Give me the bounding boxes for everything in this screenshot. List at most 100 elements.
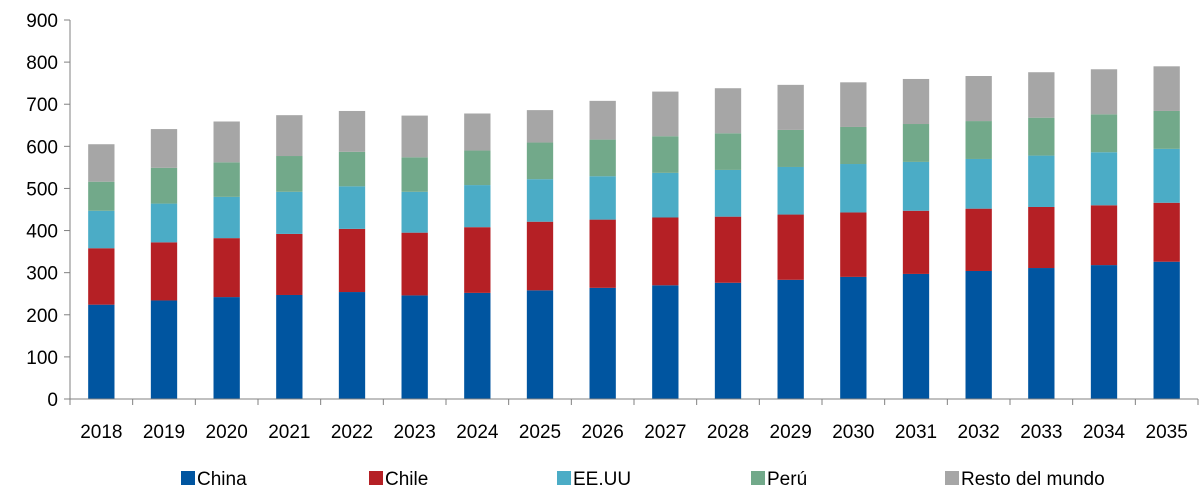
legend-item-resto-del-mundo: Resto del mundo (945, 469, 1105, 490)
bar-segment-per--2031 (902, 124, 930, 162)
bar-segment-resto-del-mundo-2020 (213, 121, 240, 163)
bar-segment-chile-2035 (1153, 202, 1180, 262)
bar-segment-chile-2032 (965, 208, 992, 271)
legend-item-per-: Perú (751, 469, 807, 490)
bar-segment-ee-uu-2027 (652, 172, 679, 218)
y-tick-label: 400 (26, 222, 58, 243)
bar-segment-ee-uu-2035 (1153, 148, 1180, 203)
bar-segment-ee-uu-2018 (88, 210, 115, 249)
legend-item-chile: Chile (369, 469, 428, 490)
bar-segment-ee-uu-2023 (401, 191, 428, 233)
bar-segment-china-2021 (276, 294, 303, 399)
bar-segment-resto-del-mundo-2019 (150, 129, 178, 168)
bar-segment-china-2020 (213, 297, 240, 399)
legend-label: Resto del mundo (961, 469, 1105, 490)
y-tick-label: 300 (26, 264, 58, 285)
bar-segment-ee-uu-2021 (276, 191, 303, 234)
bar-segment-resto-del-mundo-2025 (526, 110, 554, 143)
legend-swatch (557, 471, 571, 485)
bar-segment-chile-2025 (526, 221, 554, 291)
bar-segment-china-2026 (589, 287, 616, 399)
legend-swatch (751, 471, 765, 485)
x-tick-label-2025: 2025 (519, 422, 561, 443)
bar-segment-chile-2022 (338, 228, 366, 293)
bar-segment-per--2025 (526, 142, 554, 180)
legend-item-ee-uu: EE.UU (557, 469, 631, 490)
bar-segment-chile-2034 (1090, 205, 1118, 266)
legend-swatch (181, 471, 195, 485)
bar-segment-chile-2018 (88, 248, 115, 305)
bar-segment-resto-del-mundo-2035 (1153, 66, 1180, 111)
x-tick-label-2031: 2031 (895, 422, 937, 443)
x-tick-label-2032: 2032 (958, 422, 1000, 443)
bar-segment-resto-del-mundo-2030 (840, 82, 867, 127)
x-tick-label-2023: 2023 (394, 422, 436, 443)
bar-segment-chile-2027 (652, 217, 679, 286)
bar-segment-china-2033 (1028, 268, 1055, 399)
bar-segment-china-2035 (1153, 261, 1180, 399)
bar-segment-china-2025 (526, 290, 554, 399)
bar-segment-per--2029 (777, 129, 804, 167)
bar-segment-ee-uu-2029 (777, 166, 804, 215)
x-tick-label-2019: 2019 (143, 422, 185, 443)
bar-segment-resto-del-mundo-2028 (714, 88, 742, 134)
bar-segment-per--2035 (1153, 110, 1180, 149)
bar-segment-china-2019 (150, 300, 178, 399)
legend-label: Perú (767, 469, 807, 490)
legend-swatch (945, 471, 959, 485)
x-tick-label-2030: 2030 (832, 422, 874, 443)
y-tick-label: 500 (26, 179, 58, 200)
bar-segment-per--2023 (401, 157, 428, 192)
bar-segment-chile-2021 (276, 233, 303, 295)
bar-segment-china-2028 (714, 282, 742, 399)
bar-segment-ee-uu-2020 (213, 196, 240, 239)
legend: China Chile EE.UU Perú Resto del mundo (181, 469, 1105, 490)
bars-area (88, 66, 1180, 399)
x-tick-label-2021: 2021 (268, 422, 310, 443)
bar-segment-china-2029 (777, 279, 804, 399)
bar-segment-ee-uu-2019 (150, 203, 178, 243)
bar-segment-per--2026 (589, 139, 616, 177)
bar-segment-ee-uu-2030 (840, 164, 867, 213)
y-tick-label: 0 (47, 390, 58, 411)
x-tick-label-2028: 2028 (707, 422, 749, 443)
bar-segment-china-2027 (652, 285, 679, 399)
y-tick-label: 900 (26, 11, 58, 32)
bar-segment-resto-del-mundo-2034 (1090, 69, 1118, 115)
x-tick-label-2026: 2026 (582, 422, 624, 443)
bar-segment-ee-uu-2032 (965, 158, 992, 209)
bar-segment-ee-uu-2031 (902, 161, 930, 211)
y-tick-label: 700 (26, 95, 58, 116)
bar-segment-per--2034 (1090, 114, 1118, 153)
x-tick-label-2033: 2033 (1020, 422, 1062, 443)
bar-segment-resto-del-mundo-2024 (464, 113, 491, 151)
x-tick-label-2018: 2018 (80, 422, 122, 443)
bar-segment-ee-uu-2022 (338, 186, 366, 229)
bar-segment-chile-2019 (150, 242, 178, 301)
legend-label: China (197, 469, 247, 490)
y-tick-label: 600 (26, 137, 58, 158)
bar-segment-resto-del-mundo-2029 (777, 84, 804, 130)
x-tick-label-2020: 2020 (206, 422, 248, 443)
bar-segment-resto-del-mundo-2032 (965, 76, 992, 122)
bar-segment-chile-2026 (589, 219, 616, 288)
x-tick-label-2029: 2029 (770, 422, 812, 443)
bar-segment-china-2024 (464, 292, 491, 399)
bar-segment-china-2034 (1090, 265, 1118, 399)
bar-segment-china-2022 (338, 292, 366, 399)
bar-segment-per--2021 (276, 156, 303, 192)
bar-segment-resto-del-mundo-2023 (401, 115, 428, 158)
bar-segment-resto-del-mundo-2027 (652, 91, 679, 137)
bar-segment-chile-2028 (714, 216, 742, 283)
legend-item-china: China (181, 469, 247, 490)
bar-segment-chile-2033 (1028, 206, 1055, 269)
x-tick-label-2022: 2022 (331, 422, 373, 443)
bar-segment-per--2018 (88, 181, 115, 211)
bar-segment-ee-uu-2024 (464, 185, 491, 228)
x-tick-label-2027: 2027 (644, 422, 686, 443)
bar-segment-chile-2031 (902, 210, 930, 274)
bar-segment-chile-2029 (777, 214, 804, 280)
bar-segment-china-2030 (840, 276, 867, 399)
legend-swatch (369, 471, 383, 485)
